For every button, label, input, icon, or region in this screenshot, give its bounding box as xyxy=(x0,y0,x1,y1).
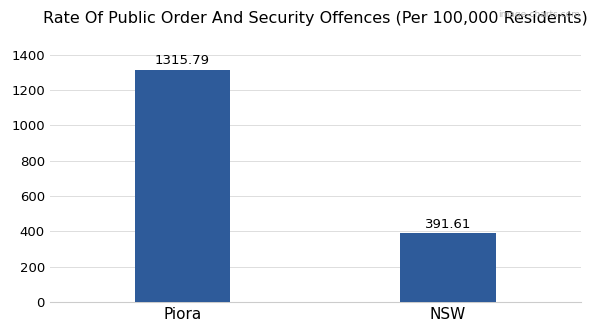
Text: 391.61: 391.61 xyxy=(425,218,471,231)
Bar xyxy=(400,233,496,302)
Bar xyxy=(135,70,230,302)
Text: image-charts.com: image-charts.com xyxy=(498,10,580,19)
Text: 1315.79: 1315.79 xyxy=(155,54,210,67)
Title: Rate Of Public Order And Security Offences (Per 100,000 Residents): Rate Of Public Order And Security Offenc… xyxy=(43,11,588,26)
